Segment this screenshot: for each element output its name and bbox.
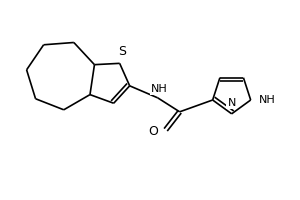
Text: S: S <box>118 45 126 58</box>
Text: O: O <box>148 125 158 138</box>
Text: NH: NH <box>151 84 168 94</box>
Text: NH: NH <box>259 95 275 105</box>
Text: N: N <box>227 98 236 108</box>
